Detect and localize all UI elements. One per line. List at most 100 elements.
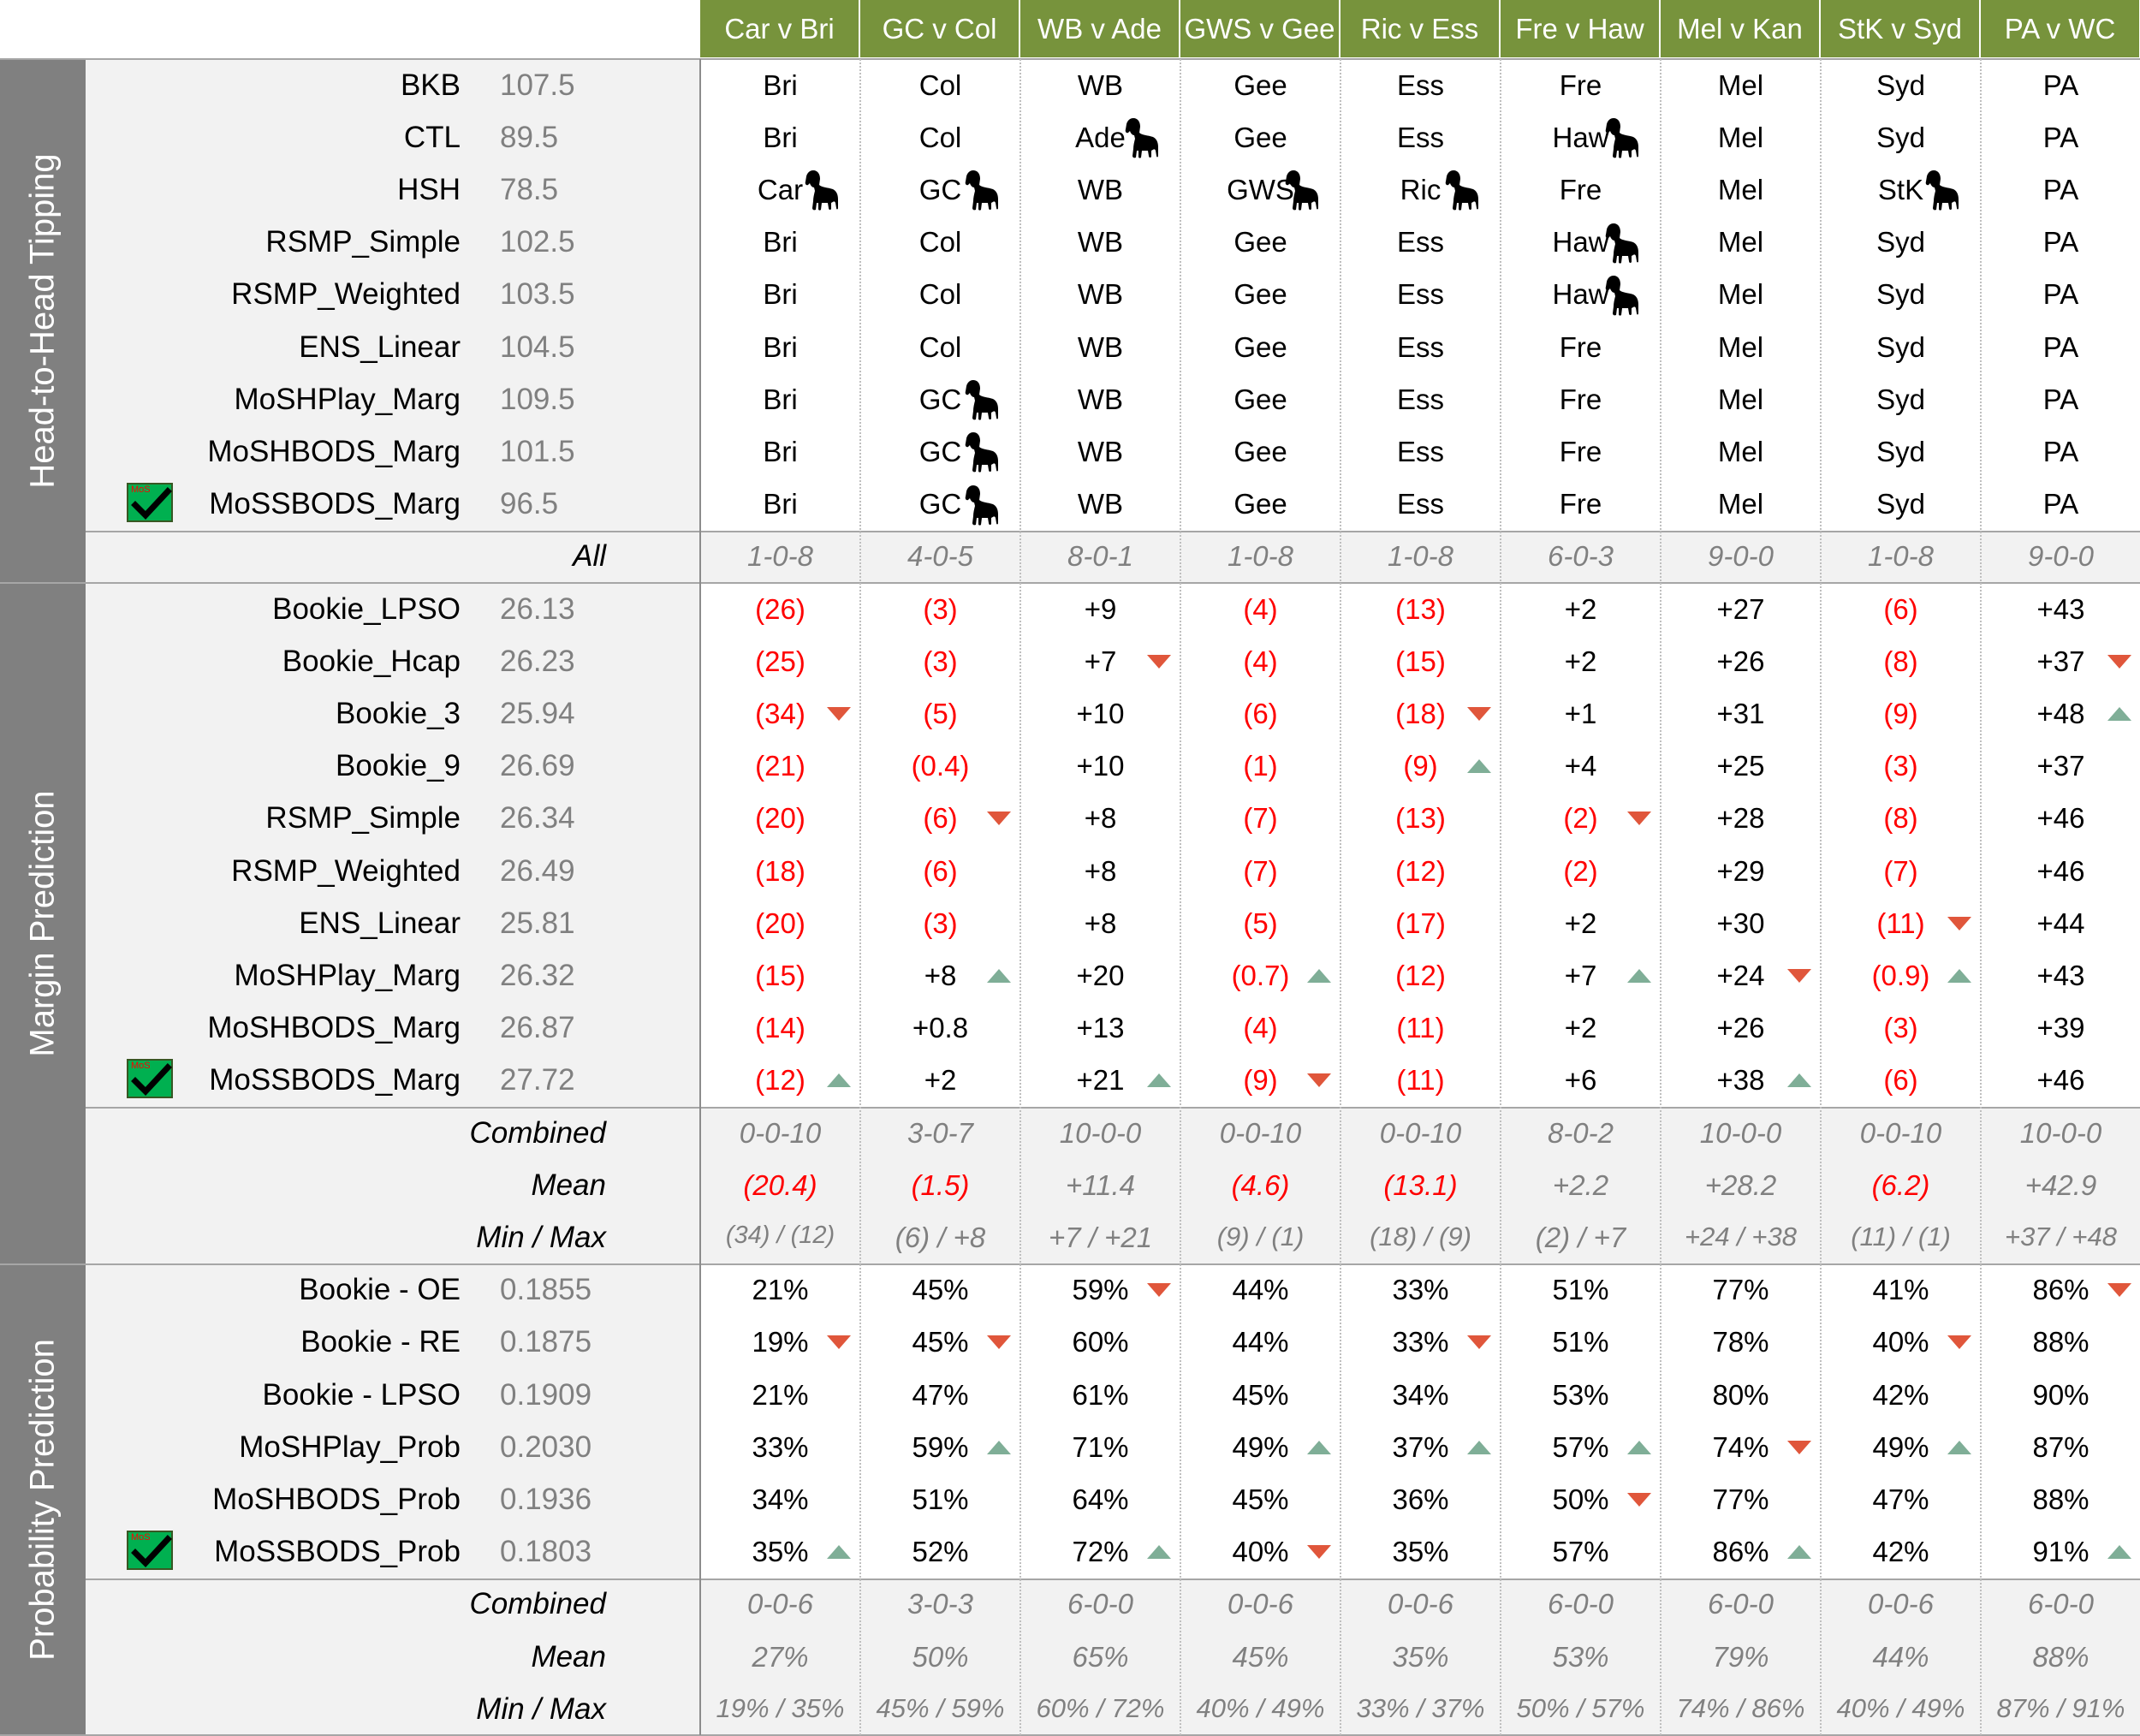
table-cell: Mel	[1717, 488, 1764, 520]
table-cell: 90%	[2032, 1378, 2089, 1411]
model-score: 101.5	[500, 435, 575, 468]
table-cell: +2	[1564, 1012, 1597, 1044]
down-triangle-icon	[1306, 1073, 1331, 1088]
column-header-6[interactable]: Mel v Kan	[1661, 0, 1819, 57]
column-gridline	[1019, 59, 1021, 1736]
summary-value: 88%	[2032, 1640, 2089, 1673]
model-score: 103.5	[500, 277, 575, 312]
column-gridline	[1820, 59, 1822, 1736]
table-cell: +25	[1716, 750, 1765, 782]
column-header-8[interactable]: PA v WC	[1981, 0, 2139, 57]
column-gridline	[1340, 59, 1341, 1736]
table-cell: 60%	[1072, 1326, 1129, 1358]
down-triangle-icon	[1947, 916, 1971, 930]
model-score: 89.5	[500, 120, 559, 154]
table-cell: Mel	[1717, 68, 1764, 101]
table-cell: Col	[918, 121, 962, 153]
summary-label: Combined	[469, 1115, 606, 1150]
row-label-panel	[86, 1263, 700, 1736]
table-cell: 21%	[752, 1274, 809, 1306]
table-cell: 57%	[1552, 1430, 1609, 1463]
table-cell: (4)	[1243, 592, 1278, 625]
table-cell: Ric	[1400, 174, 1442, 205]
model-name: MoSHPlay_Marg	[234, 382, 461, 416]
table-cell: Bri	[763, 330, 798, 363]
column-header-4[interactable]: Ric v Ess	[1340, 0, 1499, 57]
table-cell: (13)	[1395, 802, 1446, 835]
dog-silhouette-icon	[1605, 116, 1639, 159]
table-cell: Ess	[1396, 68, 1444, 101]
table-cell: PA	[2042, 226, 2079, 259]
table-cell: Mel	[1717, 436, 1764, 467]
model-name: Bookie_Hcap	[282, 644, 461, 678]
up-triangle-icon	[1947, 969, 1971, 983]
table-cell: StK	[1877, 174, 1924, 205]
summary-value: (4.6)	[1231, 1168, 1290, 1201]
table-cell: 45%	[912, 1274, 969, 1306]
table-cell: Bri	[763, 226, 798, 259]
table-cell: (2)	[1563, 802, 1598, 835]
column-header-0[interactable]: Car v Bri	[700, 0, 859, 57]
column-header-3[interactable]: GWS v Gee	[1180, 0, 1339, 57]
table-cell: Ess	[1396, 436, 1444, 467]
table-cell: Mel	[1717, 174, 1764, 205]
table-cell: 86%	[1712, 1536, 1769, 1568]
up-triangle-icon	[826, 1073, 851, 1088]
section-separator	[0, 582, 2140, 584]
table-cell: (3)	[923, 645, 958, 677]
summary-value: (34) / (12)	[725, 1222, 835, 1249]
table-cell: (0.9)	[1871, 960, 1930, 991]
model-name: Bookie_9	[336, 749, 461, 783]
table-cell: Bri	[763, 383, 798, 415]
table-cell: (6)	[923, 802, 958, 835]
table-cell: GC	[918, 383, 962, 415]
model-name: HSH	[397, 173, 461, 206]
table-cell: (8)	[1883, 802, 1918, 835]
summary-value: +28.2	[1704, 1168, 1777, 1201]
model-score: 0.1803	[500, 1535, 592, 1569]
column-header-7[interactable]: StK v Syd	[1821, 0, 1979, 57]
table-cell: 41%	[1872, 1274, 1929, 1306]
model-name: RSMP_Simple	[265, 225, 461, 259]
table-cell: Gee	[1233, 436, 1287, 467]
table-cell: +37	[2036, 645, 2085, 677]
table-cell: 19%	[752, 1326, 809, 1358]
table-cell: 88%	[2032, 1483, 2089, 1515]
summary-value: 1-0-8	[1227, 540, 1294, 573]
summary-value: (13.1)	[1383, 1168, 1458, 1201]
table-cell: (18)	[1395, 698, 1446, 729]
column-header-5[interactable]: Fre v Haw	[1501, 0, 1659, 57]
summary-value: 44%	[1872, 1640, 1929, 1673]
summary-value: 60% / 72%	[1036, 1692, 1165, 1723]
table-cell: (0.7)	[1231, 960, 1290, 991]
table-cell: Gee	[1233, 488, 1287, 520]
column-header-2[interactable]: WB v Ade	[1020, 0, 1179, 57]
table-cell: 34%	[1392, 1378, 1449, 1411]
table-cell: (7)	[1883, 854, 1918, 887]
table-cell: +2	[1564, 907, 1597, 939]
down-triangle-icon	[1146, 654, 1171, 669]
table-cell: PA	[2042, 436, 2079, 467]
table-cell: Syd	[1876, 68, 1925, 101]
table-cell: PA	[2042, 488, 2079, 520]
model-name: MoSHPlay_Prob	[239, 1430, 461, 1464]
table-cell: 33%	[1392, 1274, 1449, 1306]
table-cell: 34%	[752, 1483, 809, 1515]
table-cell: Col	[918, 330, 962, 363]
table-cell: Col	[918, 68, 962, 101]
table-cell: Mel	[1717, 383, 1764, 415]
table-cell: Fre	[1559, 488, 1602, 520]
table-cell: PA	[2042, 68, 2079, 101]
column-header-1[interactable]: GC v Col	[860, 0, 1019, 57]
table-cell: +46	[2036, 802, 2085, 835]
table-cell: Car	[757, 174, 804, 205]
model-score: 27.72	[500, 1063, 575, 1097]
table-cell: 45%	[1232, 1378, 1289, 1411]
down-triangle-icon	[1306, 1545, 1331, 1560]
column-gridline	[1660, 59, 1661, 1736]
column-gridline	[859, 59, 861, 1736]
table-cell: 36%	[1392, 1483, 1449, 1515]
table-cell: 47%	[1872, 1483, 1929, 1515]
model-score: 104.5	[500, 330, 575, 364]
summary-value: 10-0-0	[1059, 1116, 1142, 1149]
